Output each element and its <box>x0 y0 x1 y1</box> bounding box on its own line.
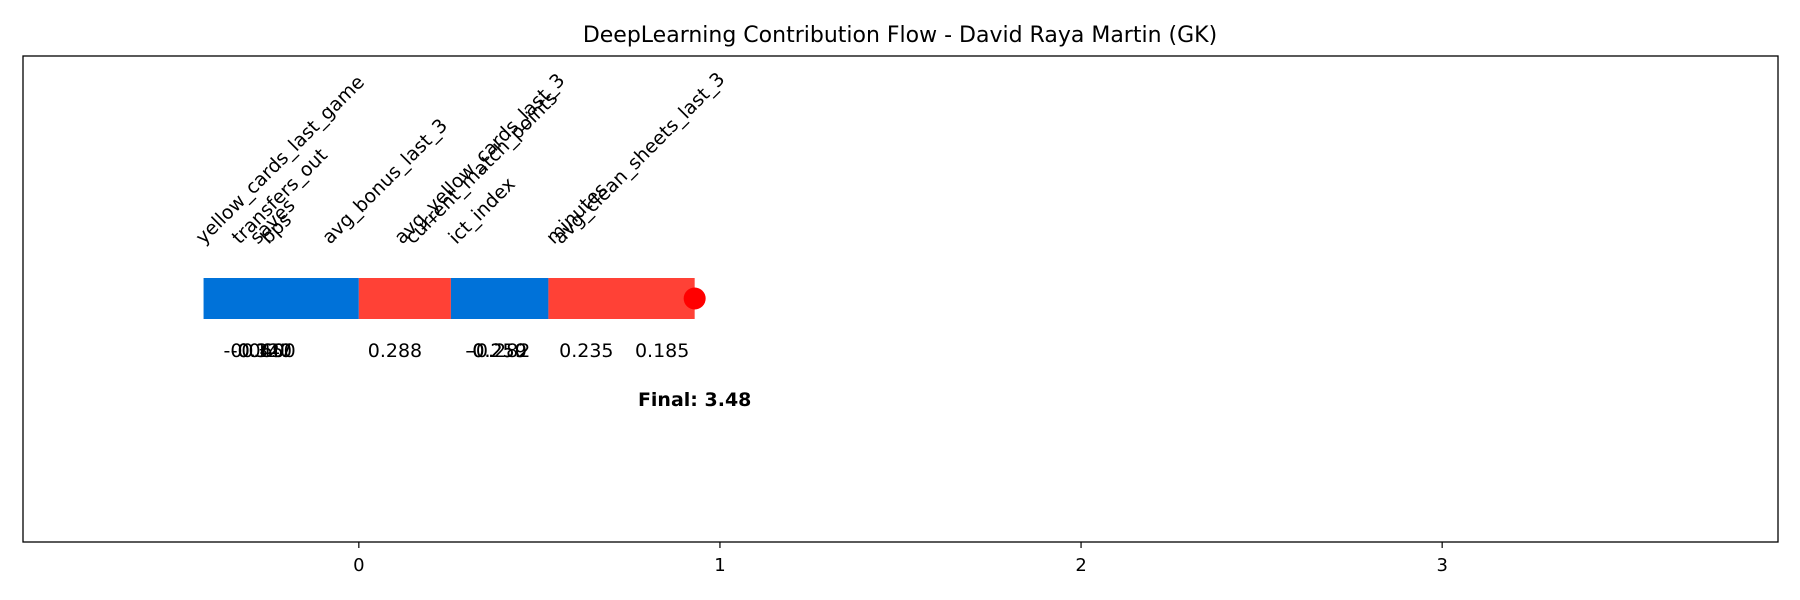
final-layer: Final: 3.48 <box>638 287 751 411</box>
value-label-6: -0.259 <box>465 340 526 362</box>
contribution-bar-1 <box>203 278 359 319</box>
contribution-bar-4 <box>548 278 695 319</box>
x-tick-label-2: 2 <box>1075 555 1086 576</box>
x-axis: 0 1 2 3 <box>353 542 1448 576</box>
chart-title: DeepLearning Contribution Flow - David R… <box>583 23 1217 48</box>
value-label-3: 0.347 <box>238 340 292 362</box>
contribution-bar-3 <box>450 278 549 319</box>
contribution-bar-2 <box>358 278 451 319</box>
feature-labels-layer: yellow_cards_last_gametransfers_outsaves… <box>192 68 730 248</box>
value-label-5: 0.288 <box>368 340 422 362</box>
plot-frame <box>22 55 1779 543</box>
value-label-1: -0.060 <box>223 340 284 362</box>
value-label-4: 0.450 <box>241 340 295 362</box>
value-label-7: -0.282 <box>469 340 530 362</box>
value-label-9: 0.235 <box>559 340 613 362</box>
value-label-10: 0.185 <box>635 340 689 362</box>
x-tick-label-3: 3 <box>1436 555 1447 576</box>
bars-layer <box>203 278 695 319</box>
x-tick-label-0: 0 <box>353 555 364 576</box>
value-label-2: -0.120 <box>231 340 292 362</box>
final-marker <box>683 287 706 310</box>
value-label-8: 0.250 <box>472 340 526 362</box>
final-label: Final: 3.48 <box>638 389 751 411</box>
feature-label-10: avg_clean_sheets_last_3 <box>549 68 729 248</box>
x-tick-label-1: 1 <box>714 555 725 576</box>
